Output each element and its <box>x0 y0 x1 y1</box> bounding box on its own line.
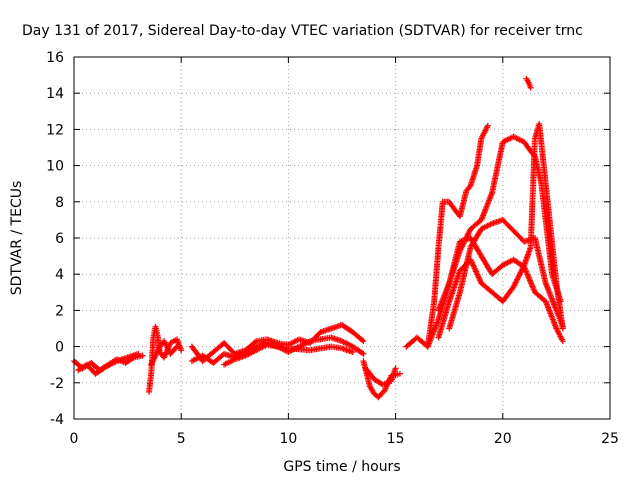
x-tick-label: 5 <box>177 431 186 447</box>
y-axis: -4 -2 0 2 4 6 8 10 12 14 16 <box>46 50 610 428</box>
y-tick-label: 2 <box>55 303 64 319</box>
y-tick-label: 8 <box>55 195 64 211</box>
y-tick-label: 10 <box>46 159 64 175</box>
y-axis-label: SDTVAR / TECUs <box>9 181 25 296</box>
series-rise-d <box>446 216 566 332</box>
series-layer <box>71 75 566 401</box>
series-dip-14b <box>362 365 399 388</box>
series-dip-14 <box>360 358 403 401</box>
y-tick-label: -4 <box>50 412 64 428</box>
x-tick-label: 0 <box>70 431 79 447</box>
series-early-b <box>75 350 142 377</box>
x-axis-label: GPS time / hours <box>283 459 400 475</box>
grid <box>74 57 610 419</box>
chart-title: Day 131 of 2017, Sidereal Day-to-day VTE… <box>22 23 583 39</box>
series-mid-c <box>221 341 356 368</box>
x-axis: 0 5 10 15 20 25 <box>70 57 619 447</box>
x-tick-label: 10 <box>279 431 297 447</box>
x-tick-label: 15 <box>387 431 405 447</box>
x-tick-label: 20 <box>494 431 512 447</box>
y-tick-label: 14 <box>46 86 64 102</box>
y-tick-label: -2 <box>50 376 64 392</box>
series-spike-3.6b <box>148 338 180 368</box>
series-peak-21 <box>523 75 534 91</box>
y-tick-label: 0 <box>55 340 64 356</box>
y-tick-label: 6 <box>55 231 64 247</box>
series-rise-e <box>435 235 566 345</box>
y-tick-label: 16 <box>46 50 64 66</box>
series-spike-3.5 <box>146 323 185 395</box>
x-tick-label: 25 <box>601 431 619 447</box>
y-tick-label: 4 <box>55 267 64 283</box>
y-tick-label: 12 <box>46 122 64 138</box>
